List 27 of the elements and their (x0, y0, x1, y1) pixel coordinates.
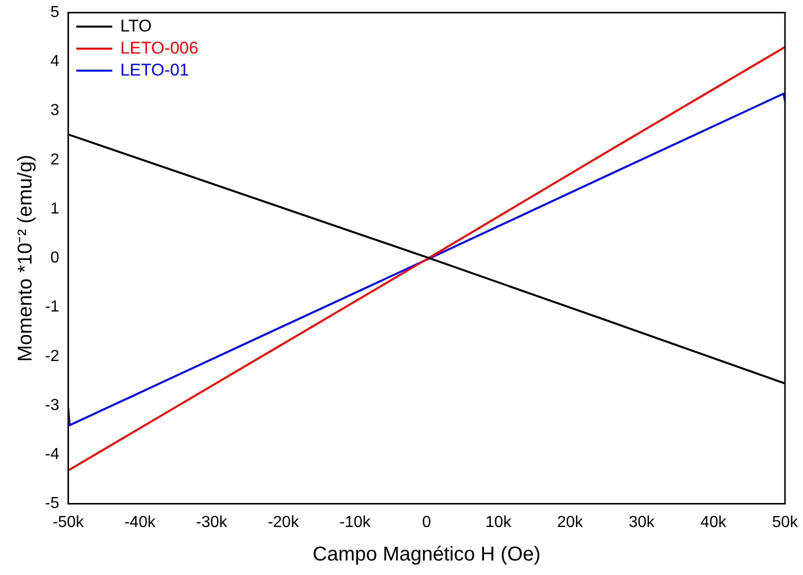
x-tick-label: -20k (268, 514, 300, 531)
legend-label: LETO-01 (120, 60, 189, 80)
y-tick-label: 2 (50, 151, 60, 168)
x-tick-label: 50k (772, 514, 799, 531)
y-tick-label: 0 (50, 250, 60, 267)
x-tick-label: 40k (700, 514, 728, 531)
legend-label: LETO-006 (120, 38, 198, 58)
x-tick-label: 30k (628, 514, 656, 531)
y-axis-title: Momento *10⁻² (emu/g) (14, 154, 37, 362)
y-tick-label: -4 (44, 446, 60, 464)
legend-label: LTO (120, 16, 152, 36)
x-tick-label: -30k (196, 514, 228, 531)
y-tick-label: 4 (50, 53, 60, 70)
y-tick-label: -5 (44, 495, 60, 512)
x-tick-label: 20k (557, 514, 584, 531)
y-tick-label: -3 (44, 396, 60, 414)
y-tick-label: 3 (50, 102, 60, 120)
x-tick-label: -50k (52, 514, 85, 531)
x-tick-label: 0 (422, 514, 432, 531)
x-axis-title: Campo Magnético H (Oe) (312, 544, 541, 566)
y-tick-label: -2 (44, 348, 60, 365)
y-tick-label: 1 (50, 200, 60, 218)
x-tick-label: -40k (124, 514, 156, 531)
y-tick-label: -1 (44, 298, 60, 316)
y-tick-label: 5 (50, 4, 60, 22)
x-tick-label: -10k (339, 514, 372, 531)
x-tick-label: 10k (485, 514, 512, 531)
